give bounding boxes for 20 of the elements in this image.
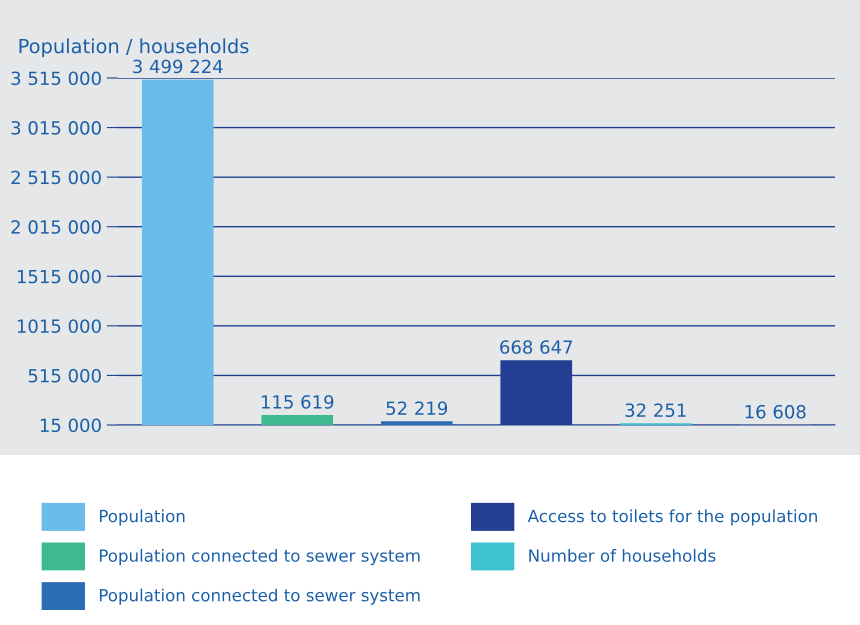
legend-label: Access to toilets for the population [528, 509, 817, 526]
data-label: 32 251 [626, 403, 686, 418]
data-label: 16 608 [746, 404, 806, 419]
legend-label: Number of households [529, 549, 716, 562]
y-tick-label: 1015 000 [18, 319, 101, 333]
data-label: 115 619 [262, 395, 334, 409]
y-tick-label: 515 000 [28, 368, 101, 383]
y-tick-label: 3 515 000 [12, 71, 101, 86]
legend-label: Population connected to sewer system [100, 549, 420, 566]
legend-label: Population [100, 509, 184, 526]
y-tick-label: 2 515 000 [11, 170, 101, 184]
y-axis-title: Population / households [20, 38, 248, 58]
y-tick-label: 15 000 [40, 418, 101, 432]
y-tick-label: 1515 000 [18, 270, 101, 284]
data-label: 52 219 [386, 401, 448, 416]
legend-label: Population connected to sewer system [100, 588, 420, 605]
data-label: 3 499 224 [133, 60, 223, 74]
y-tick-label: 3 015 000 [12, 121, 101, 135]
data-label: 668 647 [500, 340, 572, 354]
y-tick-label: 2 015 000 [11, 220, 101, 234]
